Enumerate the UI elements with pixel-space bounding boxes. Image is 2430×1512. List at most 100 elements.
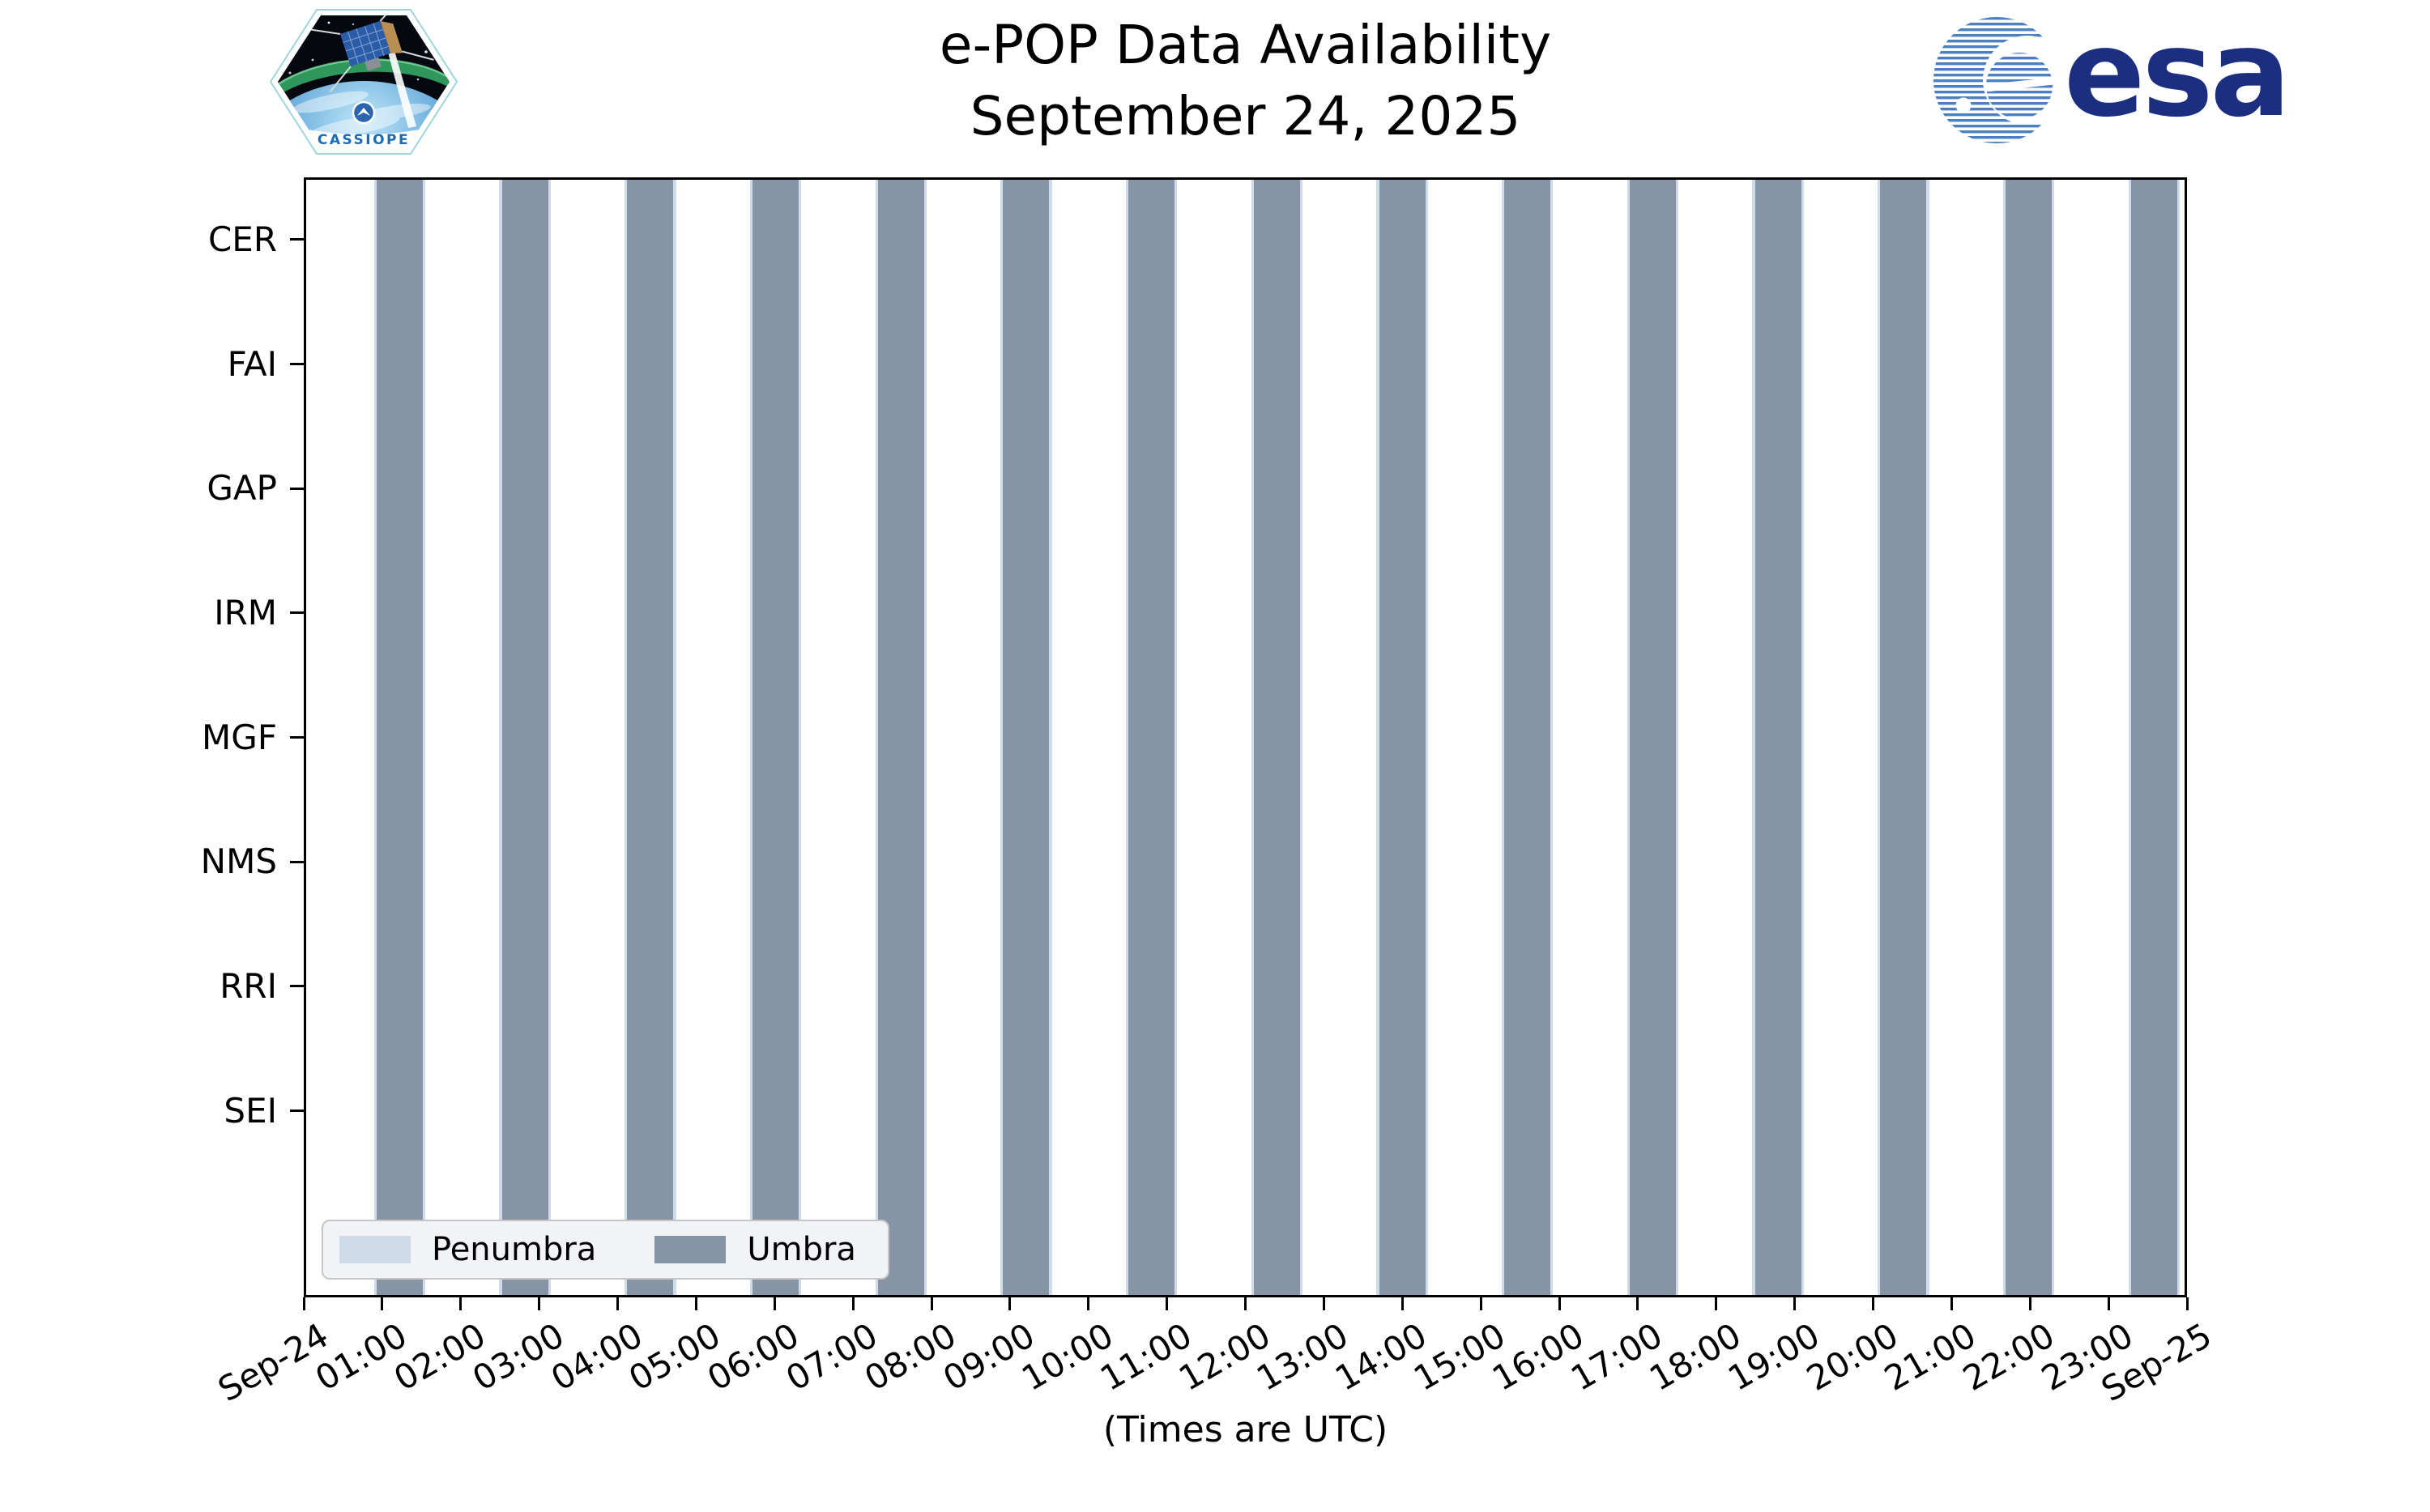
x-tick-mark [1244, 1297, 1247, 1310]
y-tick-label-gap: GAP [207, 468, 277, 509]
penumbra-bar [1626, 177, 1630, 1297]
legend-label-umbra: Umbra [747, 1231, 856, 1268]
y-tick-label-sei: SEI [224, 1090, 277, 1131]
x-tick-mark [2185, 1297, 2189, 1310]
umbra-bar [1880, 177, 1927, 1297]
x-tick-mark [2028, 1297, 2031, 1310]
penumbra-bar [2052, 177, 2055, 1297]
penumbra-bar [422, 177, 426, 1297]
umbra-bar [2006, 177, 2053, 1297]
x-tick-mark [773, 1297, 776, 1310]
x-tick-mark [1322, 1297, 1325, 1310]
x-tick-label: Sep-24 [211, 1315, 335, 1410]
umbra-bar [376, 177, 423, 1297]
x-tick-mark [381, 1297, 384, 1310]
legend-label-penumbra: Penumbra [432, 1231, 597, 1268]
x-tick-mark [1715, 1297, 1718, 1310]
y-tick-label-nms: NMS [200, 841, 277, 882]
penumbra-bar [1502, 177, 1505, 1297]
penumbra-bar [1125, 177, 1129, 1297]
x-tick-mark [1008, 1297, 1012, 1310]
x-tick-mark [851, 1297, 855, 1310]
penumbra-bar [1299, 177, 1303, 1297]
y-tick-mark [290, 1110, 304, 1112]
x-tick-mark [1950, 1297, 1953, 1310]
penumbra-bar [875, 177, 878, 1297]
penumbra-bar [1752, 177, 1755, 1297]
legend-swatch-umbra [654, 1236, 727, 1263]
penumbra-bar [1174, 177, 1178, 1297]
x-tick-mark [1400, 1297, 1404, 1310]
legend: Penumbra Umbra [322, 1220, 889, 1280]
y-tick-label-fai: FAI [227, 343, 277, 384]
penumbra-bar [749, 177, 753, 1297]
x-tick-mark [1087, 1297, 1090, 1310]
penumbra-bar [1801, 177, 1804, 1297]
penumbra-bar [1926, 177, 1929, 1297]
umbra-bar [1629, 177, 1676, 1297]
x-axis-caption: (Times are UTC) [1102, 1409, 1388, 1450]
penumbra-bar [1049, 177, 1052, 1297]
x-tick-mark [1793, 1297, 1797, 1310]
x-tick-mark [538, 1297, 541, 1310]
esa-wordmark: esa [2064, 11, 2284, 143]
y-tick-label-irm: IRM [214, 592, 277, 632]
penumbra-bar [499, 177, 502, 1297]
penumbra-bar [1425, 177, 1428, 1297]
umbra-bar [1754, 177, 1801, 1297]
umbra-bar [877, 177, 924, 1297]
y-tick-mark [290, 611, 304, 615]
y-tick-label-cer: CER [207, 219, 277, 259]
legend-swatch-penumbra [339, 1236, 411, 1263]
penumbra-bar [1675, 177, 1679, 1297]
y-tick-mark [290, 985, 304, 988]
x-tick-mark [1636, 1297, 1639, 1310]
penumbra-bar [373, 177, 377, 1297]
x-tick-mark [616, 1297, 619, 1310]
patch-satellite [304, 15, 434, 93]
penumbra-bar [1550, 177, 1554, 1297]
x-tick-mark [1166, 1297, 1169, 1310]
x-tick-mark [302, 1297, 305, 1310]
penumbra-bar [923, 177, 927, 1297]
umbra-bar [2130, 177, 2177, 1297]
chart-subtitle: September 24, 2025 [970, 85, 1521, 148]
patch-aurora [278, 59, 450, 96]
x-tick-mark [1872, 1297, 1874, 1310]
penumbra-bar [1376, 177, 1379, 1297]
umbra-bar [1128, 177, 1175, 1297]
penumbra-bar [548, 177, 551, 1297]
patch-radar-beam [387, 48, 416, 128]
x-tick-mark [1479, 1297, 1482, 1310]
x-tick-mark [1558, 1297, 1561, 1310]
umbra-bar [1003, 177, 1050, 1297]
penumbra-bar [2002, 177, 2006, 1297]
penumbra-bar [2128, 177, 2131, 1297]
y-tick-label-mgf: MGF [202, 717, 277, 757]
penumbra-bar [1251, 177, 1254, 1297]
x-tick-mark [694, 1297, 697, 1310]
penumbra-bar [1878, 177, 1881, 1297]
umbra-bar [501, 177, 548, 1297]
penumbra-bar [673, 177, 676, 1297]
y-tick-mark [290, 487, 304, 490]
umbra-bar [1379, 177, 1426, 1297]
penumbra-bar [1000, 177, 1004, 1297]
umbra-bar [752, 177, 799, 1297]
penumbra-bar [625, 177, 628, 1297]
umbra-bar [627, 177, 674, 1297]
chart-title: e-POP Data Availability [939, 14, 1552, 76]
x-tick-mark [2107, 1297, 2110, 1310]
penumbra-bar [2176, 177, 2180, 1297]
cassiope-mission-patch: CASSIOPE [269, 9, 458, 155]
penumbra-bar [798, 177, 802, 1297]
x-tick-mark [459, 1297, 463, 1310]
y-tick-label-rri: RRI [220, 965, 277, 1006]
x-tick-mark [930, 1297, 933, 1310]
title-block: e-POP Data Availability September 24, 20… [304, 10, 2187, 153]
patch-bottom-band [278, 123, 450, 148]
patch-cassiope-label: CASSIOPE [318, 132, 410, 148]
patch-clouds [292, 91, 431, 138]
esa-logo: esa [1933, 11, 2284, 143]
y-tick-mark [290, 238, 304, 241]
